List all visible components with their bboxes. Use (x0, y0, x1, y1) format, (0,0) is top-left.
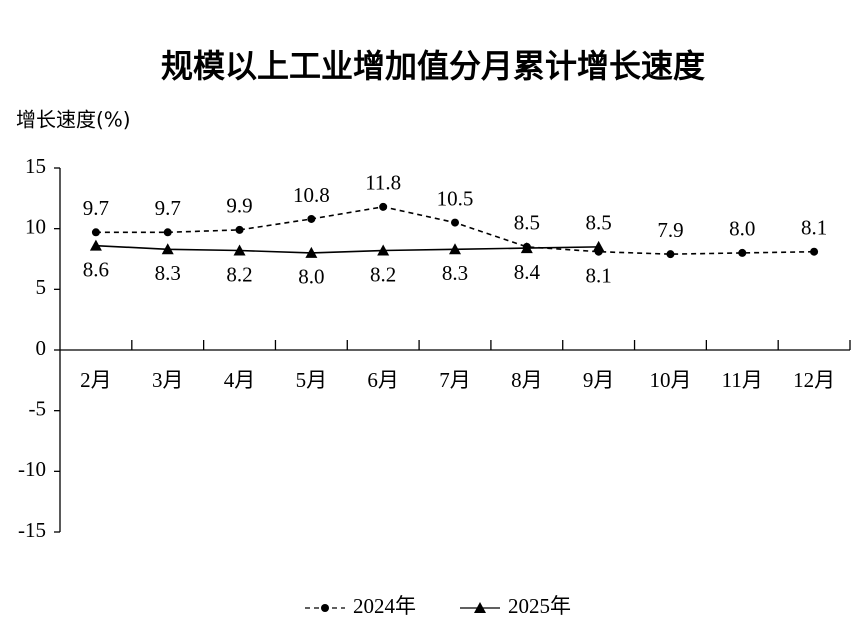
data-point (810, 247, 819, 256)
x-tick-label: 11月 (722, 368, 763, 392)
x-tick-label: 5月 (296, 368, 328, 392)
y-tick-label: -10 (18, 457, 46, 481)
x-tick-label: 10月 (649, 368, 691, 392)
chart-title: 规模以上工业增加值分月累计增长速度 (161, 47, 705, 85)
y-tick-label: -15 (18, 518, 46, 542)
data-label: 8.3 (155, 261, 181, 285)
data-label: 9.7 (83, 196, 109, 220)
data-label: 8.1 (801, 216, 827, 240)
data-point (520, 242, 533, 254)
x-tick-label: 2月 (80, 368, 112, 392)
data-point (738, 248, 747, 257)
y-tick-label: 10 (25, 214, 46, 238)
legend-label: 2024年 (353, 594, 416, 618)
data-label: 8.1 (586, 264, 612, 288)
data-point (379, 202, 388, 211)
data-label: 8.3 (442, 261, 468, 285)
x-tick-label: 4月 (224, 368, 256, 392)
data-label: 8.6 (83, 257, 109, 281)
legend-marker (474, 602, 486, 613)
data-point (592, 240, 605, 252)
data-label: 9.7 (155, 196, 181, 220)
data-point (235, 225, 244, 234)
data-label: 8.5 (586, 211, 612, 235)
data-label: 8.4 (514, 260, 541, 284)
data-label: 8.2 (370, 262, 396, 286)
data-label: 11.8 (365, 171, 401, 195)
data-label: 8.0 (729, 217, 755, 241)
data-point (161, 243, 174, 255)
legend-label: 2025年 (508, 594, 571, 618)
x-tick-label: 9月 (583, 368, 615, 392)
x-tick-label: 12月 (793, 368, 835, 392)
data-label: 7.9 (657, 218, 683, 242)
data-label: 10.8 (293, 183, 330, 207)
data-label: 8.2 (226, 262, 252, 286)
x-tick-label: 3月 (152, 368, 184, 392)
data-label: 8.0 (298, 265, 324, 289)
y-tick-label: -5 (29, 396, 47, 420)
data-point (377, 244, 390, 256)
data-point (163, 228, 172, 237)
series-line (95, 244, 599, 254)
data-label: 9.9 (226, 194, 252, 218)
y-tick-label: 15 (25, 154, 46, 178)
data-point (307, 214, 316, 223)
data-point (233, 244, 246, 256)
data-label: 8.5 (514, 211, 540, 235)
x-tick-label: 7月 (439, 368, 471, 392)
legend-marker (321, 604, 329, 612)
data-point (666, 250, 675, 259)
y-tick-label: 5 (36, 275, 47, 299)
x-tick-label: 8月 (511, 368, 543, 392)
y-axis-label: 增长速度(%) (16, 108, 131, 132)
x-tick-label: 6月 (367, 368, 399, 392)
data-point (89, 239, 102, 251)
data-label: 10.5 (437, 186, 474, 210)
data-point (91, 228, 100, 237)
data-point (305, 246, 318, 258)
data-point (451, 218, 459, 227)
y-tick-label: 0 (36, 336, 47, 360)
data-point (449, 243, 461, 255)
